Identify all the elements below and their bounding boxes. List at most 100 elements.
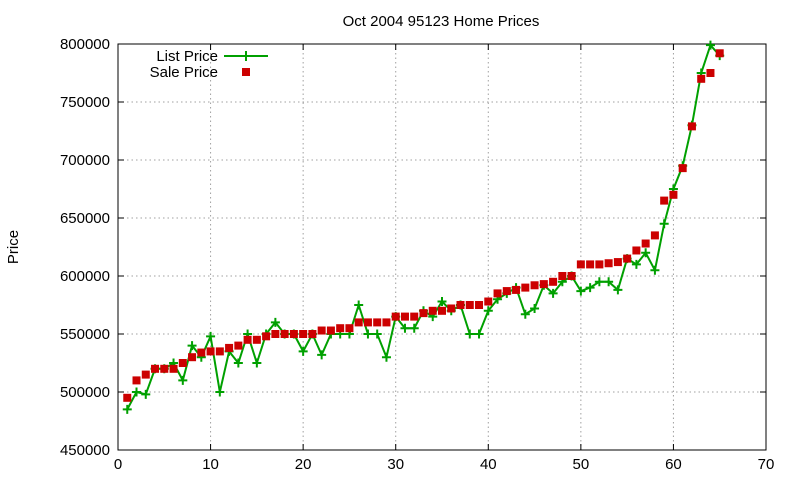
legend-label-sale-price: Sale Price	[150, 64, 218, 81]
data-point-sale-price	[151, 364, 160, 373]
data-point-sale-price	[160, 364, 169, 373]
data-point-sale-price	[678, 164, 687, 173]
data-point-sale-price	[354, 318, 363, 327]
data-point-sale-price	[706, 69, 715, 77]
data-point-sale-price	[308, 330, 317, 338]
data-point-sale-price	[141, 370, 150, 379]
data-point-list-price	[409, 323, 419, 333]
data-point-list-price	[613, 285, 623, 295]
data-point-list-price	[132, 387, 142, 397]
data-point-sale-price	[197, 348, 206, 357]
y-tick-label: 700000	[60, 152, 110, 169]
data-point-sale-price	[123, 393, 132, 402]
data-point-list-price	[548, 288, 558, 298]
data-point-sale-price	[317, 326, 326, 335]
series-sale-price	[123, 49, 724, 402]
data-point-sale-price	[225, 343, 234, 352]
data-point-sale-price	[715, 49, 724, 58]
data-point-sale-price	[428, 306, 437, 315]
data-point-list-price	[631, 259, 641, 269]
data-point-sale-price	[493, 289, 502, 298]
data-point-list-price	[187, 341, 197, 351]
x-tick-label: 60	[665, 456, 682, 473]
data-point-sale-price	[391, 312, 400, 321]
legend-label-list-price: List Price	[156, 48, 218, 65]
x-tick-label: 70	[758, 456, 775, 473]
data-point-sale-price	[595, 260, 604, 269]
y-tick-label: 800000	[60, 36, 110, 53]
data-point-sale-price	[262, 332, 271, 341]
data-point-sale-price	[326, 326, 335, 335]
data-point-list-price	[594, 277, 604, 287]
data-point-sale-price	[484, 297, 493, 306]
data-point-list-price	[576, 286, 586, 296]
data-point-sale-price	[586, 260, 595, 269]
data-point-list-price	[363, 329, 373, 339]
data-point-sale-price	[345, 324, 354, 333]
y-axis-label: Price	[5, 230, 22, 264]
data-point-sale-price	[234, 341, 243, 350]
data-point-list-price	[585, 283, 595, 293]
data-point-sale-price	[178, 359, 187, 367]
data-series	[122, 40, 725, 414]
data-point-list-price	[122, 404, 132, 414]
data-point-list-price	[465, 329, 475, 339]
data-point-sale-price	[400, 312, 409, 321]
data-point-sale-price	[558, 272, 567, 280]
data-point-list-price	[178, 375, 188, 385]
data-point-sale-price	[215, 347, 224, 356]
data-point-sale-price	[687, 122, 696, 131]
data-point-list-price	[206, 331, 216, 341]
legend: List Price Sale Price	[150, 48, 268, 81]
data-point-sale-price	[410, 312, 419, 321]
axis-ticks	[117, 43, 767, 451]
data-point-sale-price	[502, 287, 511, 296]
data-point-list-price	[530, 303, 540, 313]
data-point-sale-price	[660, 196, 669, 205]
data-point-sale-price	[576, 260, 585, 269]
data-point-sale-price	[475, 301, 484, 309]
data-point-sale-price	[623, 254, 632, 263]
data-point-sale-price	[697, 74, 706, 83]
data-point-sale-price	[132, 376, 141, 385]
x-tick-label: 50	[573, 456, 590, 473]
data-point-sale-price	[363, 318, 372, 327]
data-point-list-price	[233, 358, 243, 368]
data-point-list-price	[437, 297, 447, 307]
data-point-sale-price	[280, 330, 289, 338]
data-point-list-price	[354, 300, 364, 310]
data-point-sale-price	[632, 246, 641, 255]
plot-frame	[117, 43, 767, 451]
data-point-sale-price	[669, 190, 678, 199]
data-point-sale-price	[650, 231, 659, 240]
data-point-sale-price	[641, 239, 650, 248]
legend-marker-list-price	[241, 51, 251, 61]
data-point-sale-price	[206, 347, 215, 356]
data-point-sale-price	[271, 330, 280, 338]
data-point-list-price	[641, 248, 651, 258]
legend-marker-sale-price	[242, 68, 250, 76]
data-point-sale-price	[299, 330, 308, 338]
data-point-sale-price	[567, 272, 576, 280]
data-point-sale-price	[549, 277, 558, 286]
data-point-list-price	[659, 219, 669, 229]
y-tick-label: 600000	[60, 268, 110, 285]
data-point-sale-price	[169, 364, 178, 373]
x-tick-label: 0	[114, 456, 122, 473]
data-point-list-price	[400, 323, 410, 333]
data-point-sale-price	[373, 318, 382, 327]
data-point-sale-price	[243, 335, 252, 344]
data-point-sale-price	[456, 301, 465, 309]
data-point-list-price	[474, 329, 484, 339]
y-tick-label: 450000	[60, 442, 110, 459]
x-tick-label: 10	[202, 456, 219, 473]
data-point-sale-price	[188, 353, 197, 362]
data-point-list-price	[252, 358, 262, 368]
data-point-sale-price	[604, 259, 613, 268]
data-point-list-price	[270, 317, 280, 327]
data-point-sale-price	[465, 301, 474, 309]
data-point-list-price	[650, 265, 660, 275]
y-tick-label: 550000	[60, 326, 110, 343]
y-tick-label: 500000	[60, 384, 110, 401]
